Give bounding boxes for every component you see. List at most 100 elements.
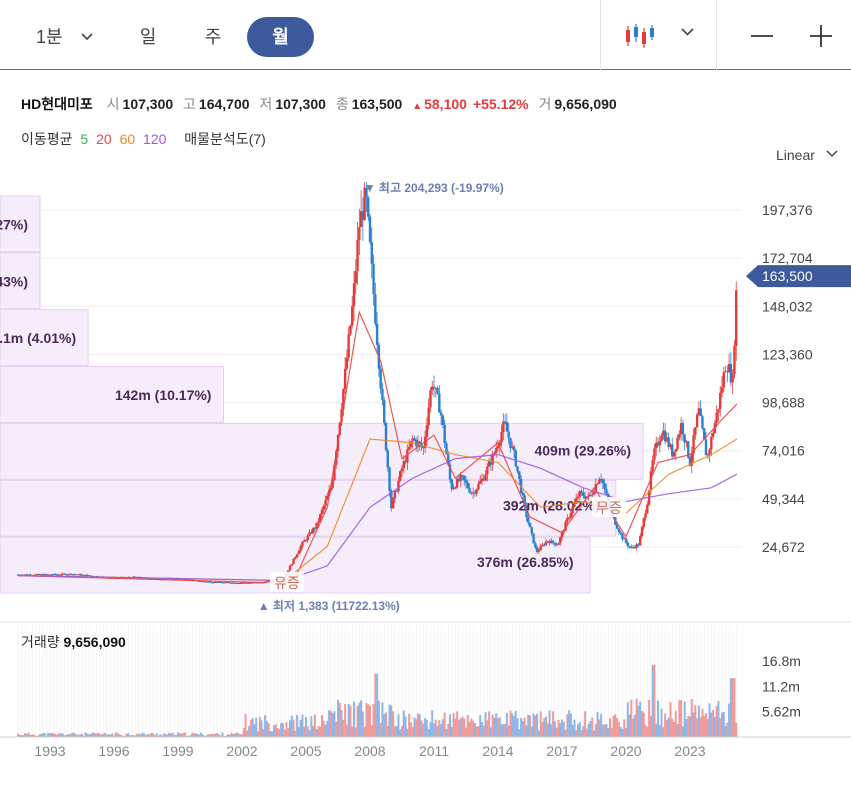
volume-bar: [687, 715, 690, 737]
candle: [674, 449, 677, 452]
volume-bar: [276, 728, 279, 737]
candle: [397, 480, 400, 492]
volume-bar: [477, 726, 480, 737]
volume-bar: [386, 725, 389, 737]
candle: [287, 570, 290, 574]
candle: [402, 461, 405, 469]
timeframe-month-tab[interactable]: 월: [247, 17, 314, 57]
candle: [375, 323, 379, 345]
volume-label: 거: [538, 96, 552, 112]
volume-bar: [690, 698, 693, 737]
volume-bar: [527, 714, 530, 737]
volume-bar: [733, 678, 736, 737]
chevron-down-icon: [81, 17, 93, 73]
candle: [715, 412, 718, 423]
x-tick-label: 2005: [290, 743, 321, 759]
candle: [198, 581, 201, 583]
volume-bar: [413, 717, 416, 737]
candle: [407, 446, 411, 450]
volume-bar: [390, 705, 393, 737]
candle: [576, 496, 580, 499]
timeframe-day-tab[interactable]: 일: [139, 27, 157, 47]
volume-bar: [244, 714, 247, 737]
volume-bar: [706, 718, 709, 737]
volume-bar: [82, 735, 85, 737]
volume-profile-bar: [0, 366, 224, 423]
volume-grid: [17, 625, 737, 737]
volume-bar: [95, 733, 98, 737]
high-value: 164,700: [198, 96, 250, 112]
volume-bar: [680, 700, 683, 737]
candle: [411, 438, 414, 442]
volume-bar: [534, 715, 537, 737]
candle: [591, 494, 594, 496]
volume-bar: [310, 716, 313, 737]
candle: [543, 544, 546, 546]
timeframe-week-tab[interactable]: 주: [204, 27, 222, 47]
volume-bar: [86, 733, 89, 737]
volume-bar: [728, 703, 731, 737]
volume-bar: [79, 734, 82, 737]
candle: [384, 422, 388, 451]
volume-profile-label[interactable]: 매물분석도(7): [184, 131, 266, 147]
volume-bar: [408, 713, 411, 737]
toolbar-divider: [716, 0, 717, 70]
candle: [335, 451, 338, 465]
volume-bar: [514, 710, 517, 737]
candle: [592, 491, 596, 495]
volume-bar: [626, 702, 629, 737]
candle: [484, 474, 487, 481]
scale-mode-dropdown[interactable]: Linear: [776, 147, 839, 163]
volume-bar: [237, 733, 240, 737]
plus-icon[interactable]: [801, 16, 841, 56]
volume-bar: [377, 700, 380, 737]
volume-bar: [521, 720, 524, 737]
candle: [303, 540, 306, 542]
volume-bar: [290, 715, 293, 737]
chart-type-dropdown[interactable]: [681, 22, 694, 49]
x-tick-label: 2011: [419, 743, 449, 759]
volume-bar: [217, 734, 220, 737]
volume-bar: [651, 664, 654, 737]
candle: [464, 480, 468, 483]
volume-bar: [118, 734, 121, 737]
volume-bar: [541, 721, 544, 737]
volume-bar: [127, 733, 130, 737]
volume-bar: [537, 730, 540, 737]
volume-bar: [34, 735, 37, 737]
event-marker: 무증: [592, 497, 627, 517]
candle: [240, 582, 244, 584]
volume-bar: [93, 732, 96, 737]
price-chart[interactable]: 197,376 172,704 148,032 123,360 98,688 74,016…: [0, 160, 851, 770]
volume-bar: [184, 732, 187, 737]
volume-bar: [511, 713, 514, 737]
volume-bar: [134, 735, 137, 737]
candle: [342, 389, 345, 410]
volume-bar: [169, 733, 172, 737]
minus-icon[interactable]: [742, 16, 782, 56]
volume-bars: [17, 664, 738, 737]
timeframe-1min-dropdown[interactable]: 1분: [26, 17, 98, 57]
volume-bar: [301, 714, 304, 737]
candle: [475, 489, 478, 494]
candle: [631, 546, 635, 548]
volume-bar: [168, 732, 171, 737]
volume-bar: [31, 734, 34, 737]
candle: [57, 574, 61, 576]
volume-bar: [504, 724, 507, 737]
volume-bar: [319, 726, 322, 737]
candle: [253, 582, 256, 584]
volume-value: 9,656,090: [554, 96, 617, 112]
volume-bar: [365, 702, 368, 737]
volume-bar: [105, 734, 108, 737]
volume-bar: [130, 734, 133, 737]
candle: [571, 506, 574, 514]
candle: [598, 479, 601, 484]
volume-bar: [132, 735, 135, 737]
moving-average-label[interactable]: 이동평균: [21, 131, 73, 147]
candle: [25, 574, 29, 576]
volume-bar: [225, 735, 227, 737]
x-tick-label: 2014: [482, 743, 513, 759]
candlestick-icon[interactable]: [625, 22, 657, 50]
candle: [685, 441, 688, 443]
